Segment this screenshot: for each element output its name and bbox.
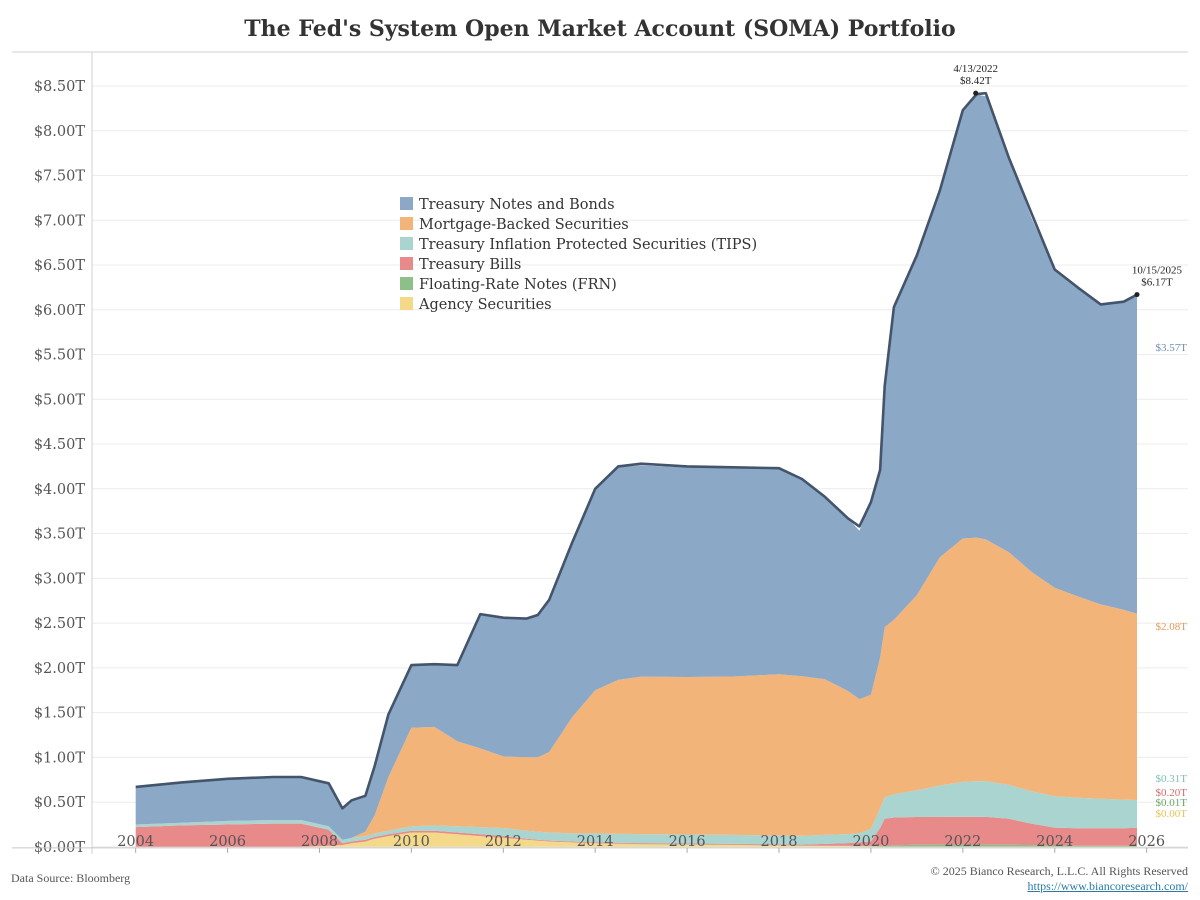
end-label: $0.00T: [1156, 808, 1188, 820]
total-portfolio-line: [135, 91, 1138, 810]
x-tick-label: 2008: [301, 834, 338, 850]
x-tick-label: 2010: [393, 834, 430, 850]
x-tick-label: 2026: [1128, 834, 1165, 850]
y-tick-label: $5.50T: [34, 348, 86, 364]
x-tick-label: 2022: [944, 834, 981, 850]
legend-swatch: [400, 237, 413, 250]
y-tick-label: $8.00T: [34, 124, 86, 140]
area-treasury-bills: [135, 816, 1137, 847]
x-tick-label: 2014: [577, 834, 614, 850]
end-label: $0.20T: [1156, 787, 1188, 799]
y-tick-label: $6.00T: [34, 303, 86, 319]
y-tick-label: $3.00T: [34, 571, 86, 587]
y-tick-label: $8.50T: [34, 79, 86, 95]
legend-swatch: [400, 297, 413, 310]
legend-swatch: [400, 197, 413, 210]
x-tick-label: 2006: [209, 834, 246, 850]
y-tick-label: $2.50T: [34, 616, 86, 632]
end-label: $0.31T: [1156, 773, 1188, 785]
y-tick-label: $2.00T: [34, 661, 86, 677]
y-tick-label: $6.50T: [34, 258, 86, 274]
area-treasury-notes-and-bonds: [135, 94, 1137, 840]
area-floating-rate-notes-frn: [135, 832, 1137, 847]
y-tick-label: $4.50T: [34, 437, 86, 453]
annotation-point: [1134, 292, 1140, 298]
y-tick-label: $0.50T: [34, 795, 86, 811]
area-mortgage-backed-securities: [135, 537, 1137, 840]
y-tick-label: $7.00T: [34, 213, 86, 229]
legend-label: Treasury Inflation Protected Securities …: [419, 237, 757, 253]
y-tick-label: $5.00T: [34, 392, 86, 408]
area-agency-securities: [135, 832, 1137, 847]
legend-label: Agency Securities: [418, 297, 552, 313]
y-tick-label: $1.50T: [34, 706, 86, 722]
annotation-date: 4/13/2022: [953, 63, 998, 75]
x-tick-label: 2020: [852, 834, 889, 850]
y-tick-label: $7.50T: [34, 169, 86, 185]
data-source-note: Data Source: Bloomberg: [11, 871, 131, 885]
stacked-areas: [135, 94, 1137, 847]
chart-title: The Fed's System Open Market Account (SO…: [244, 16, 956, 42]
y-tick-label: $3.50T: [34, 527, 86, 543]
end-label: $2.08T: [1156, 621, 1188, 633]
copyright-text: © 2025 Bianco Research, L.L.C. All Right…: [930, 864, 1188, 878]
legend-label: Treasury Notes and Bonds: [419, 197, 615, 213]
y-tick-label: $1.00T: [34, 750, 86, 766]
end-label: $0.01T: [1156, 797, 1188, 809]
annotations: 4/13/2022$8.42T 10/15/2025$6.17T: [953, 63, 1183, 298]
axes: $0.00T $0.50T $1.00T $1.50T $2.00T $2.50T $3.0…: [12, 51, 1188, 856]
annotation-value: $6.17T: [1141, 277, 1173, 289]
legend-swatch: [400, 217, 413, 230]
annotation-point: [973, 90, 979, 96]
annotation-value: $8.42T: [960, 75, 992, 87]
copyright-block: © 2025 Bianco Research, L.L.C. All Right…: [931, 864, 1188, 894]
x-tick-label: 2004: [117, 834, 154, 850]
legend-swatch: [400, 257, 413, 270]
legend-swatch: [400, 277, 413, 290]
website-link[interactable]: https://www.biancoresearch.com/: [1027, 879, 1188, 893]
area-treasury-inflation-protected-securities-tips: [135, 781, 1137, 845]
legend-label: Mortgage-Backed Securities: [419, 217, 629, 233]
annotation-date: 10/15/2025: [1132, 265, 1183, 277]
x-tick-label: 2016: [669, 834, 706, 850]
total-line-group: [135, 91, 1138, 810]
legend-label: Treasury Bills: [419, 257, 521, 273]
x-tick-label: 2012: [485, 834, 522, 850]
y-tick-label: $4.00T: [34, 482, 86, 498]
end-label: $3.57T: [1156, 342, 1188, 354]
legend: Treasury Notes and Bonds Mortgage-Backed …: [400, 197, 757, 313]
x-tick-label: 2018: [761, 834, 798, 850]
legend-label: Floating-Rate Notes (FRN): [419, 277, 617, 293]
end-labels: $3.57T $2.08T $0.31T $0.20T$0.01T$0.00T: [1156, 342, 1188, 820]
x-tick-label: 2024: [1036, 834, 1073, 850]
